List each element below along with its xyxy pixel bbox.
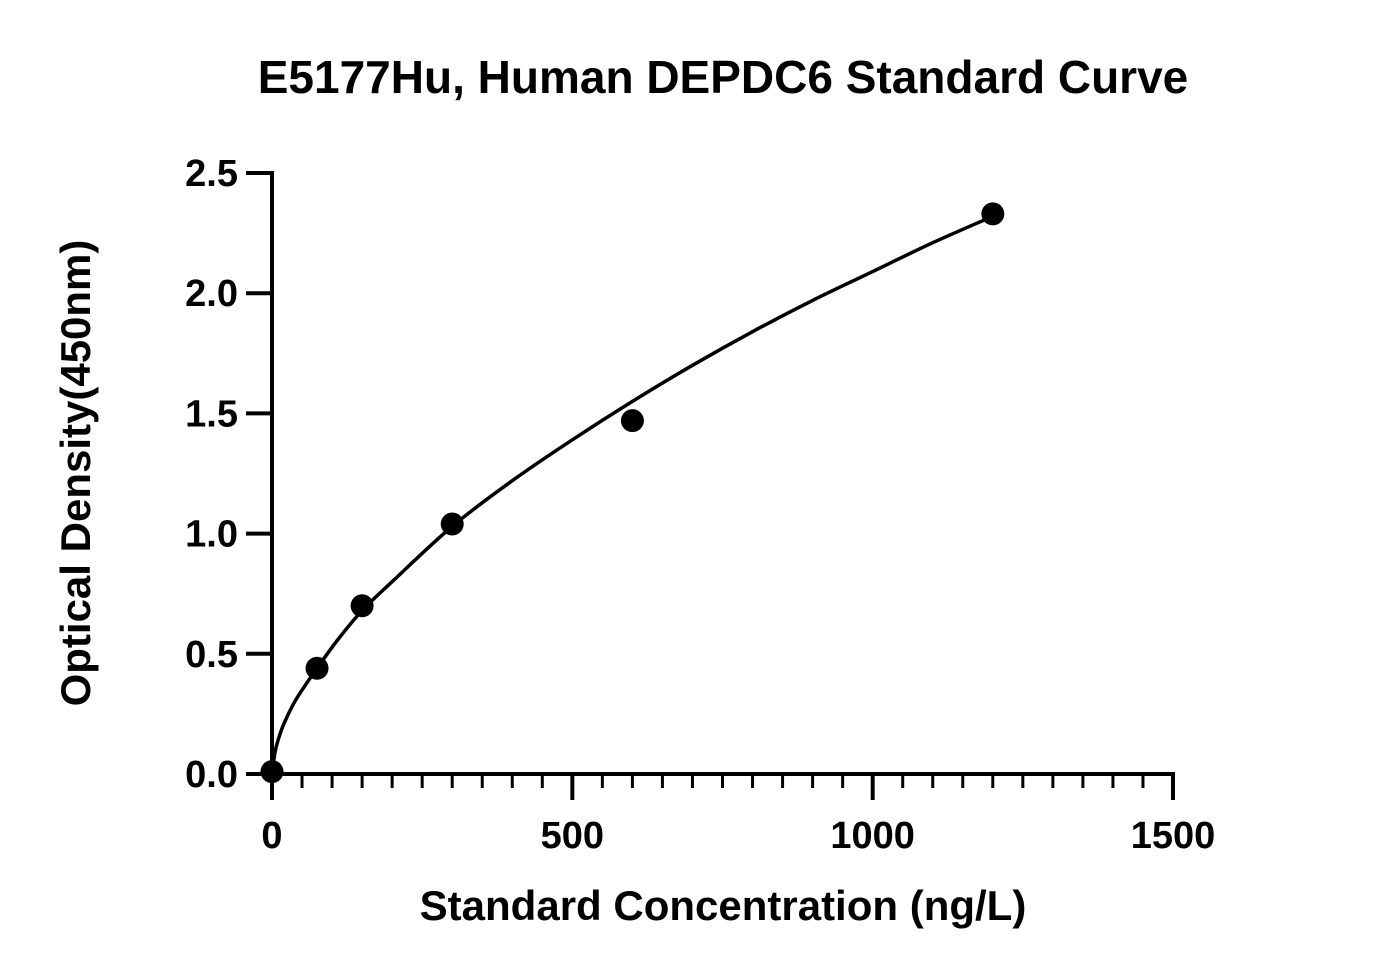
y-tick-label: 0.0 [185, 754, 238, 796]
data-point [981, 202, 1005, 226]
y-tick-label: 0.5 [185, 634, 238, 676]
fit-curve-group [270, 214, 994, 775]
axes [270, 171, 1175, 776]
x-tick-label: 500 [541, 815, 604, 857]
y-tick-label: 1.0 [185, 514, 238, 556]
data-point [350, 594, 374, 618]
y-tick-label: 2.5 [185, 153, 238, 195]
data-points [260, 202, 1005, 784]
data-point [305, 656, 329, 680]
y-axis-label: Optical Density(450nm) [52, 240, 99, 707]
chart-title: E5177Hu, Human DEPDC6 Standard Curve [258, 51, 1189, 103]
y-tick-label: 1.5 [185, 393, 238, 435]
x-tick-label: 0 [261, 815, 282, 857]
x-axis-ticks: 0 500 1000 1500 [261, 774, 1215, 857]
y-axis-ticks: 0.0 0.5 1.0 1.5 2.0 2.5 [185, 153, 272, 796]
x-axis-label: Standard Concentration (ng/L) [420, 882, 1027, 929]
x-tick-label: 1500 [1131, 815, 1216, 857]
data-point [620, 409, 644, 433]
fit-curve [270, 214, 994, 775]
y-tick-label: 2.0 [185, 273, 238, 315]
x-tick-label: 1000 [830, 815, 915, 857]
data-point [440, 512, 464, 536]
data-point [260, 760, 284, 784]
